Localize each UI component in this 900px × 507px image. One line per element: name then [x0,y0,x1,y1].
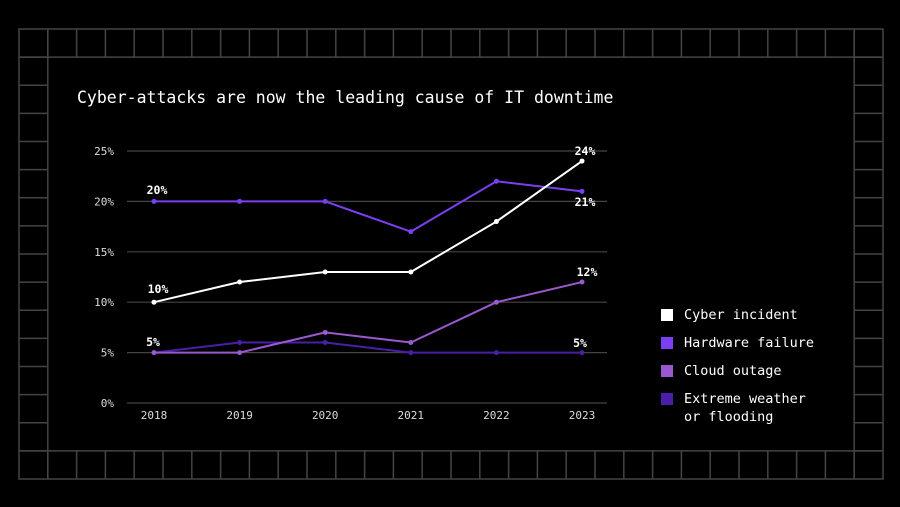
legend-item: Hardware failure [661,334,814,352]
legend-label: Hardware failure [684,335,815,351]
legend-item: Cloud outage [661,362,814,380]
data-point [322,198,328,204]
x-tick-label: 2022 [483,409,510,422]
data-point [493,219,499,225]
series-line [154,281,583,354]
data-label: 10% [148,282,169,296]
data-point [237,340,243,346]
chart-title: Cyber-attacks are now the leading cause … [77,88,614,107]
data-point [579,279,585,285]
data-point [322,269,328,275]
data-label: 20% [147,183,168,197]
data-label: 12% [577,265,598,279]
x-tick-label: 2020 [312,409,339,422]
y-tick-label: 5% [101,347,115,360]
legend-item: Extreme weather or flooding [661,390,814,426]
data-point [322,329,328,335]
legend-swatch [661,309,673,321]
legend-swatch [661,393,673,405]
data-label: 21% [575,195,596,209]
legend-label: Cloud outage [684,363,782,379]
data-point [579,158,585,164]
data-point [408,350,414,356]
data-point [493,350,499,356]
data-point [237,198,243,204]
legend-swatch [661,337,673,349]
series-line [153,160,583,304]
data-point [151,350,157,356]
data-point [493,299,499,305]
data-point [579,350,585,356]
data-point [493,178,499,184]
y-tick-label: 20% [94,195,114,208]
data-point [151,198,157,204]
y-tick-label: 0% [101,397,115,410]
data-point [237,350,243,356]
series-line [153,341,582,354]
data-point [579,188,585,194]
legend-item: Cyber incident [661,306,814,324]
x-tick-label: 2021 [398,409,425,422]
data-point [408,229,414,235]
data-point [322,340,328,346]
legend-label: Cyber incident [684,307,798,323]
data-label: 24% [575,144,596,158]
x-tick-label: 2019 [226,409,253,422]
data-label: 5% [146,335,160,349]
y-tick-label: 25% [94,145,114,158]
data-point [151,299,157,305]
legend-label: Extreme weather or flooding [684,391,806,425]
series-line [154,180,583,233]
data-point [408,340,414,346]
legend-swatch [661,365,673,377]
x-tick-label: 2018 [141,409,168,422]
data-point [408,269,414,275]
y-tick-label: 10% [94,296,114,309]
y-tick-label: 15% [94,246,114,259]
data-point [237,279,243,285]
x-tick-label: 2023 [569,409,596,422]
legend: Cyber incident Hardware failure Cloud outa… [661,306,814,436]
data-label: 5% [573,336,587,350]
